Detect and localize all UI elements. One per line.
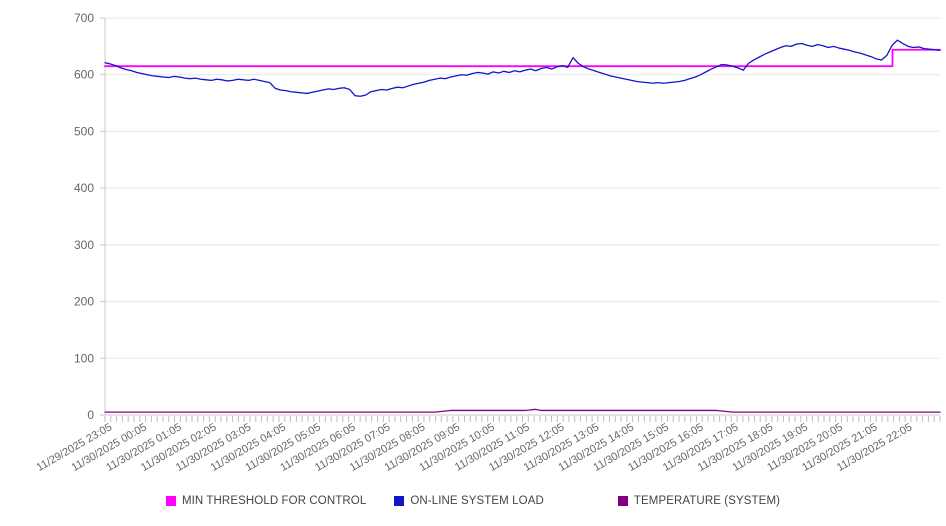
legend-item-min-threshold-for-control[interactable]: MIN THRESHOLD FOR CONTROL [165, 495, 367, 507]
series-line-0 [104, 48, 941, 68]
y-axis-tick-label: 600 [74, 68, 94, 82]
legend-swatch-temperature-system [617, 496, 628, 506]
legend-item-on-line-system-load[interactable]: ON-LINE SYSTEM LOAD [394, 495, 544, 507]
y-axis-tick-label: 500 [74, 124, 94, 138]
y-axis-tick-label: 700 [74, 11, 94, 25]
legend-swatch-on-line-system-load [394, 496, 405, 506]
y-axis-tick-label: 300 [74, 238, 94, 252]
y-axis-tick-label: 200 [74, 295, 94, 309]
series-line-1 [104, 39, 941, 97]
legend-label-on-line-system-load: ON-LINE SYSTEM LOAD [410, 495, 544, 507]
series-line-2 [104, 408, 941, 413]
y-axis-tick-label: 100 [74, 351, 94, 365]
y-axis-tick-label: 400 [74, 181, 94, 195]
legend-label-temperature-system: TEMPERATURE (SYSTEM) [633, 495, 781, 507]
y-axis-tick-label: 0 [87, 408, 94, 422]
legend-swatch-min-threshold-for-control [165, 496, 176, 506]
legend-label-min-threshold-for-control: MIN THRESHOLD FOR CONTROL [181, 495, 367, 507]
legend-item-temperature-system[interactable]: TEMPERATURE (SYSTEM) [617, 495, 781, 507]
chart-legend: MIN THRESHOLD FOR CONTROL ON-LINE SYSTEM… [0, 495, 946, 507]
